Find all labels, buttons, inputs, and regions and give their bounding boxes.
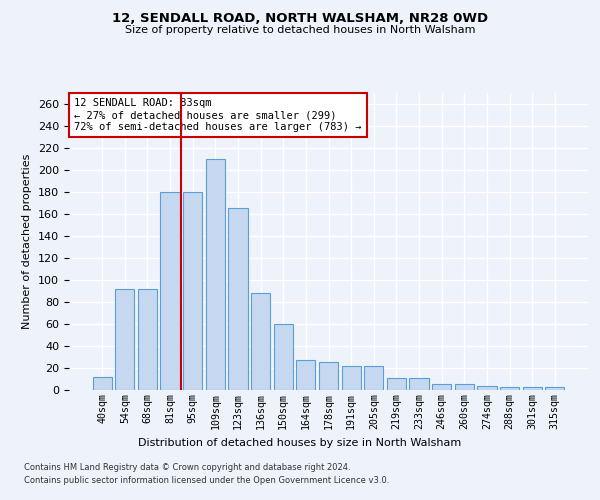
Text: Contains public sector information licensed under the Open Government Licence v3: Contains public sector information licen…	[24, 476, 389, 485]
Bar	[545, 386, 565, 390]
Bar	[455, 384, 474, 390]
Bar	[409, 378, 428, 390]
Bar	[229, 208, 248, 390]
Text: 12, SENDALL ROAD, NORTH WALSHAM, NR28 0WD: 12, SENDALL ROAD, NORTH WALSHAM, NR28 0W…	[112, 12, 488, 26]
Bar	[160, 192, 180, 390]
Bar	[364, 366, 383, 390]
Bar	[319, 362, 338, 390]
Bar	[138, 288, 157, 390]
Y-axis label: Number of detached properties: Number of detached properties	[22, 154, 32, 329]
Bar	[274, 324, 293, 390]
Bar	[206, 158, 225, 390]
Bar	[432, 384, 451, 390]
Bar	[500, 386, 519, 390]
Text: Distribution of detached houses by size in North Walsham: Distribution of detached houses by size …	[139, 438, 461, 448]
Bar	[115, 288, 134, 390]
Bar	[92, 377, 112, 390]
Text: Contains HM Land Registry data © Crown copyright and database right 2024.: Contains HM Land Registry data © Crown c…	[24, 462, 350, 471]
Bar	[523, 386, 542, 390]
Bar	[387, 378, 406, 390]
Text: Size of property relative to detached houses in North Walsham: Size of property relative to detached ho…	[125, 25, 475, 35]
Bar	[251, 293, 270, 390]
Bar	[183, 192, 202, 390]
Bar	[477, 386, 497, 390]
Bar	[296, 360, 316, 390]
Text: 12 SENDALL ROAD: 83sqm
← 27% of detached houses are smaller (299)
72% of semi-de: 12 SENDALL ROAD: 83sqm ← 27% of detached…	[74, 98, 362, 132]
Bar	[341, 366, 361, 390]
